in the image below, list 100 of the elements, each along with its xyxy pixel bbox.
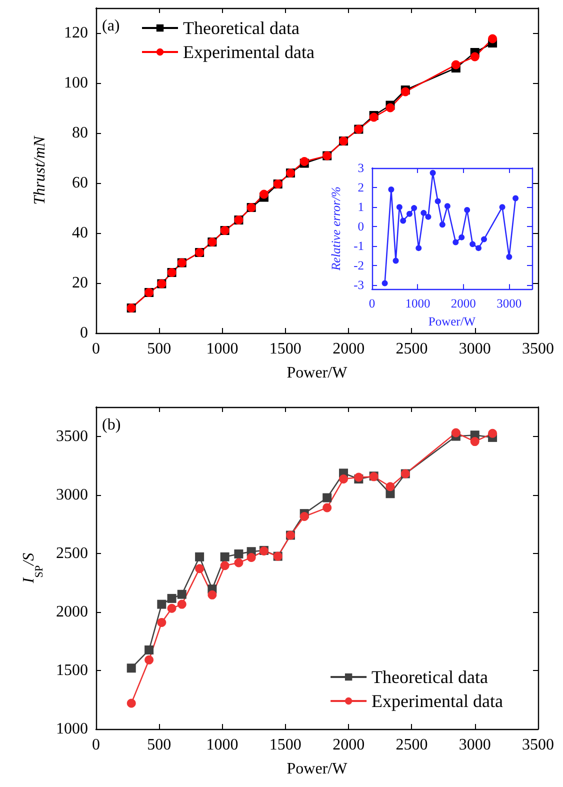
point <box>444 203 450 210</box>
point <box>195 552 204 562</box>
x-tick-label: 3000 <box>496 296 522 311</box>
point <box>458 234 465 240</box>
point <box>416 245 422 252</box>
point <box>322 503 332 512</box>
y-tick-label: -2 <box>354 258 364 273</box>
x-tick-label: 500 <box>147 736 172 754</box>
point <box>246 552 256 562</box>
point <box>476 245 482 252</box>
y-tick-label: 2 <box>358 180 364 195</box>
point <box>420 210 427 216</box>
point <box>144 645 154 654</box>
y-axis-title: Relative error/% <box>329 186 344 272</box>
legend-label: Experimental data <box>372 691 504 711</box>
point <box>430 170 436 176</box>
point <box>470 52 480 62</box>
legend-label: Theoretical data <box>183 18 300 38</box>
legend-label: Experimental data <box>183 42 314 62</box>
point <box>157 600 166 609</box>
y-tick-label: -1 <box>354 239 364 254</box>
point <box>411 205 418 212</box>
x-tick-label: 3500 <box>522 340 554 358</box>
y-tick-label: 0 <box>358 220 364 234</box>
y-tick-label: 60 <box>72 174 88 192</box>
point <box>220 561 230 570</box>
point <box>126 698 136 708</box>
y-tick-label: -3 <box>354 278 364 292</box>
y-tick-label: 2000 <box>56 603 88 620</box>
y-tick-label: 100 <box>64 74 88 92</box>
y-tick-label: 1 <box>358 200 364 214</box>
point <box>425 214 432 220</box>
y-axis-title: ISP/S <box>20 552 46 584</box>
y-tick-label: 3 <box>358 161 364 175</box>
point <box>488 34 498 44</box>
y-tick-label: 80 <box>72 124 88 142</box>
y-tick-label: 2500 <box>56 544 88 562</box>
x-tick-label: 2500 <box>396 340 428 358</box>
legend-label: Theoretical data <box>372 667 488 687</box>
x-tick-label: 1000 <box>206 736 238 754</box>
point <box>506 254 512 260</box>
point <box>488 428 498 438</box>
y-tick-label: 1500 <box>56 662 88 679</box>
y-tick-label: 40 <box>72 224 88 242</box>
point <box>167 594 176 603</box>
x-tick-label: 2000 <box>450 296 476 311</box>
point <box>195 564 204 574</box>
point <box>470 437 480 446</box>
point <box>126 664 136 673</box>
x-tick-label: 0 <box>92 736 100 754</box>
point <box>167 604 176 613</box>
point <box>434 198 441 204</box>
point <box>234 549 244 558</box>
point <box>499 204 506 210</box>
point <box>157 618 166 627</box>
y-axis-title: Thrust/mN <box>32 134 48 205</box>
point <box>339 474 348 484</box>
point <box>322 493 332 502</box>
point <box>481 236 487 242</box>
x-tick-label: 2500 <box>396 736 428 754</box>
x-axis-title: Power/W <box>428 314 476 328</box>
x-tick-label: 3000 <box>458 340 491 358</box>
x-tick-label: 500 <box>147 340 172 358</box>
x-axis-title: Power/W <box>286 760 348 778</box>
point <box>177 600 186 609</box>
y-tick-label: 3000 <box>56 486 88 504</box>
x-tick-label: 0 <box>92 340 100 358</box>
annotation: (a) <box>102 18 120 34</box>
x-tick-label: 0 <box>368 296 376 311</box>
point <box>208 590 217 600</box>
y-tick-label: 0 <box>80 324 88 342</box>
point <box>512 195 519 202</box>
point <box>451 428 460 438</box>
x-tick-label: 1500 <box>269 736 302 754</box>
point <box>177 590 186 599</box>
point <box>220 552 230 562</box>
point <box>259 190 268 199</box>
point <box>439 222 446 228</box>
x-axis-title: Power/W <box>286 364 348 382</box>
point <box>452 239 459 246</box>
point <box>406 210 412 217</box>
y-tick-label: 3500 <box>56 428 88 445</box>
point <box>470 241 476 248</box>
point <box>382 280 388 286</box>
point <box>386 482 395 492</box>
point <box>400 218 406 224</box>
point <box>144 655 154 664</box>
point <box>451 60 460 70</box>
point <box>386 103 395 112</box>
point <box>388 186 394 192</box>
x-tick-label: 3000 <box>458 736 491 754</box>
point <box>392 258 399 264</box>
point <box>396 204 402 210</box>
x-tick-label: 1000 <box>405 296 430 311</box>
point <box>464 206 470 213</box>
x-tick-label: 1500 <box>269 340 302 358</box>
y-tick-label: 120 <box>64 24 88 42</box>
annotation: (b) <box>102 416 121 434</box>
x-tick-label: 3500 <box>522 736 554 754</box>
y-tick-label: 20 <box>72 274 88 292</box>
